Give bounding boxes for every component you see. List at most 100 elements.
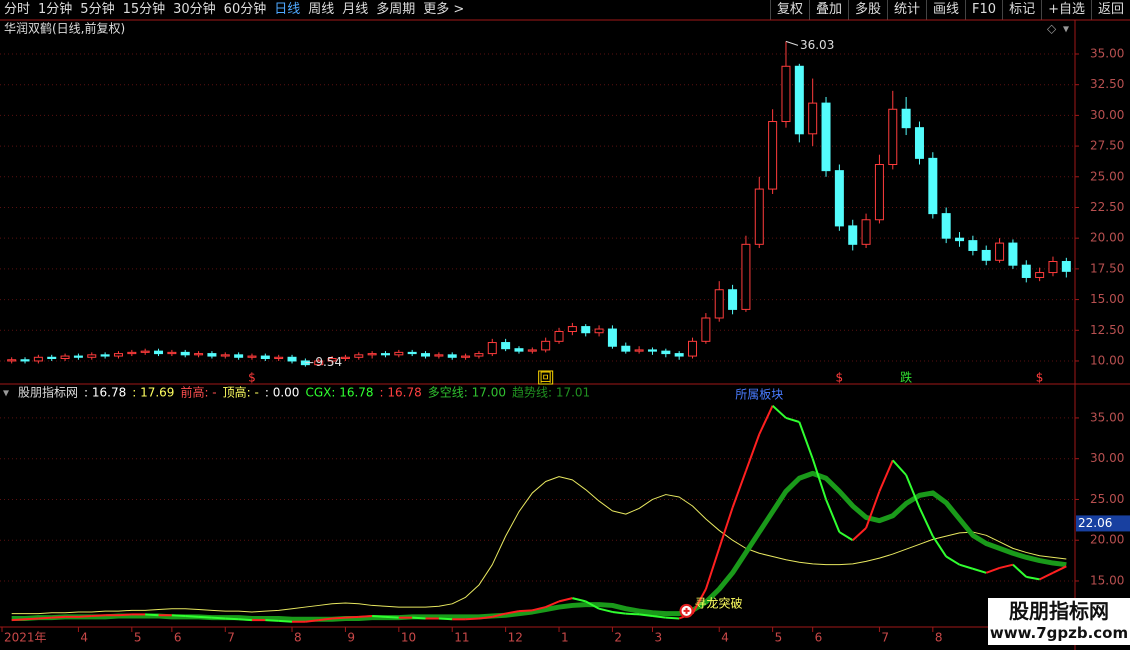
indicator-segment [385, 615, 399, 619]
candle-body [995, 242, 1005, 261]
candle-body [234, 354, 244, 358]
indicator-segment [892, 459, 907, 476]
candle-body [634, 349, 644, 352]
indicator-segment [905, 474, 921, 508]
indicator-segment [558, 597, 573, 603]
candle-body [1035, 272, 1045, 278]
y-tick-label: 35.00 [1090, 46, 1124, 60]
toolbar-button[interactable]: 月线 [342, 2, 369, 17]
indicator-segment [492, 612, 506, 618]
candle-body [968, 240, 978, 251]
indicator-segment [38, 616, 52, 620]
candle-body [33, 356, 43, 362]
x-tick-label: 7 [227, 631, 235, 645]
indicator-segment [731, 470, 747, 508]
price-annotation: 36.03 [800, 38, 834, 52]
indicator-line [11, 470, 1067, 622]
indicator-segment [825, 499, 841, 533]
toolbar-button[interactable]: 1分钟 [38, 2, 73, 17]
toolbar-button[interactable]: 复权 [769, 0, 809, 20]
indicator-segment [852, 527, 867, 541]
y-tick-label: 12.50 [1090, 323, 1124, 337]
toolbar-button[interactable]: 标记 [1002, 0, 1041, 20]
current-value-box [1076, 515, 1130, 532]
candle-body [73, 355, 83, 358]
toolbar-button[interactable]: 统计 [887, 0, 926, 20]
candle-body [754, 188, 764, 245]
candle-body [327, 358, 337, 362]
x-tick-label: 6 [174, 631, 182, 645]
candle-body [340, 356, 350, 360]
candle-body [354, 354, 364, 358]
candle-body [487, 342, 497, 355]
toolbar-button[interactable]: 周线 [308, 2, 335, 17]
toolbar-button[interactable]: 更多 > [423, 2, 465, 17]
indicator-segment [572, 597, 586, 603]
candle-body [688, 340, 698, 357]
indicator-header: 趋势线: 17.01 [512, 386, 590, 400]
y-tick-label: 20.00 [1090, 533, 1124, 547]
candle-body [1021, 264, 1031, 278]
indicator-segment [1012, 563, 1027, 578]
signal: 跌 [900, 370, 912, 385]
y-tick-label: 17.50 [1090, 261, 1124, 275]
candle-body [154, 350, 164, 355]
toolbar-button[interactable]: 画线 [926, 0, 965, 20]
candle-body [527, 349, 537, 352]
x-tick-label: 9 [347, 631, 355, 645]
indicator-segment [918, 507, 934, 537]
indicator-segment [345, 615, 359, 619]
toolbar-button[interactable]: 60分钟 [223, 2, 267, 17]
toolbar: 分时 1分钟 5分钟 15分钟 30分钟 60分钟 日线 周线 月线 多周期 更多 > 复权 叠加 多股统… [0, 0, 1130, 20]
candle-body [501, 342, 511, 350]
y-tick-label: 27.50 [1090, 139, 1124, 153]
toolbar-button[interactable]: F10 [965, 0, 1002, 20]
indicator-segment [1026, 575, 1040, 581]
x-tick-label: 5 [134, 631, 142, 645]
candle-body [314, 360, 324, 366]
y-tick-label: 30.00 [1090, 108, 1124, 122]
indicator-header: : 16.78 [380, 386, 422, 400]
toolbar-button[interactable]: 返回 [1090, 0, 1130, 20]
watermark: 股朋指标网 www.7gpzb.com [988, 598, 1130, 645]
toolbar-button[interactable]: 日线 [274, 2, 301, 17]
toolbar-button[interactable]: 叠加 [808, 0, 848, 20]
candle-body [194, 353, 204, 356]
toolbar-button[interactable]: 30分钟 [173, 2, 216, 17]
toolbar-button[interactable]: +自选 [1041, 0, 1091, 20]
indicator-segment [412, 616, 426, 620]
indicator-segment [332, 616, 346, 620]
indicator-segment [959, 563, 974, 570]
candle-body [701, 317, 711, 342]
candle-body [714, 289, 724, 319]
candle-body [7, 359, 17, 362]
signal: $ [1036, 371, 1044, 385]
candle-body [47, 356, 57, 360]
y-tick-label: 32.50 [1090, 77, 1124, 91]
candle-body [60, 355, 70, 360]
indicator-segment [785, 416, 800, 423]
indicator-segment [78, 615, 92, 618]
indicator-segment [372, 615, 386, 618]
indicator-header: : 17.69 [132, 386, 174, 400]
y-tick-label: 15.00 [1090, 573, 1124, 587]
candle-body [367, 353, 377, 356]
indicator-header: 多空线: 17.00 [428, 386, 506, 400]
toolbar-button[interactable]: 15分钟 [122, 2, 166, 17]
candle-body [901, 108, 911, 129]
candle-body [928, 157, 938, 215]
x-tick-label: 4 [721, 631, 729, 645]
toolbar-button[interactable]: 5分钟 [80, 2, 115, 17]
y-tick-label: 25.00 [1090, 169, 1124, 183]
x-tick-label: 5 [775, 631, 783, 645]
candle-body [113, 353, 123, 357]
toolbar-button[interactable]: 多周期 [376, 2, 416, 17]
x-tick-label: 2 [614, 631, 622, 645]
current-value: 22.06 [1078, 516, 1112, 530]
toolbar-button[interactable]: 分时 [4, 2, 31, 17]
toolbar-button[interactable]: 多股 [847, 0, 887, 20]
candle-body [140, 350, 150, 353]
signal: $ [836, 371, 844, 385]
candle-body [821, 102, 831, 172]
candle-body [287, 356, 297, 362]
